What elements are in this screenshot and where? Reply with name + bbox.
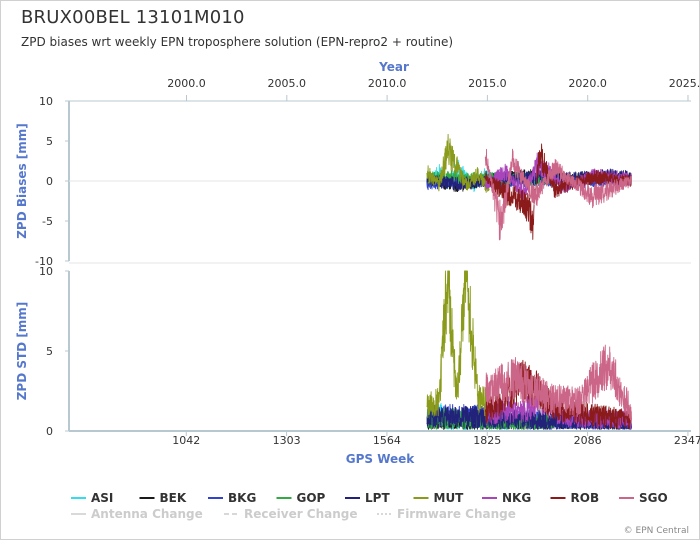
chart-subtitle: ZPD biases wrt weekly EPN troposphere so… bbox=[21, 35, 454, 49]
top-tick-label: 2015.0 bbox=[468, 77, 507, 90]
std-line-mut bbox=[426, 270, 490, 419]
y-tick-label-bias: 0 bbox=[46, 175, 53, 188]
x-axis-label: GPS Week bbox=[346, 452, 416, 466]
top-tick-label: 2010.0 bbox=[368, 77, 407, 90]
y-tick-label-bias: 10 bbox=[39, 95, 53, 108]
legend-label-rob: ROB bbox=[571, 491, 600, 505]
top-tick-label: 2025.0 bbox=[669, 77, 700, 90]
x-tick-label: 1564 bbox=[373, 434, 401, 447]
x-tick-label: 2086 bbox=[574, 434, 602, 447]
std-line-sgo bbox=[484, 344, 632, 424]
top-tick-label: 2020.0 bbox=[568, 77, 607, 90]
legend-change-label: Firmware Change bbox=[397, 507, 516, 521]
x-tick-label: 1303 bbox=[273, 434, 301, 447]
y-tick-label-bias: 5 bbox=[46, 135, 53, 148]
legend-label-lpt: LPT bbox=[365, 491, 390, 505]
y-tick-label-std: 5 bbox=[46, 345, 53, 358]
std-line-nkg bbox=[484, 383, 632, 430]
x-tick-label: 1825 bbox=[473, 434, 501, 447]
legend-change-label: Antenna Change bbox=[91, 507, 203, 521]
x-tick-label: 1042 bbox=[172, 434, 200, 447]
legend-change-label: Receiver Change bbox=[244, 507, 358, 521]
y-axis-label-bias: ZPD Biases [mm] bbox=[15, 123, 29, 239]
y-tick-label-std: 10 bbox=[39, 265, 53, 278]
top-axis-label: Year bbox=[378, 60, 409, 74]
x-tick-label: 2347 bbox=[674, 434, 700, 447]
bias-line-mut bbox=[426, 133, 490, 193]
y-tick-label-bias: -10 bbox=[35, 255, 53, 268]
credit-text: © EPN Central bbox=[623, 526, 689, 536]
bias-line-rob bbox=[484, 143, 632, 240]
legend-label-nkg: NKG bbox=[502, 491, 531, 505]
top-tick-label: 2000.0 bbox=[167, 77, 206, 90]
top-tick-label: 2005.0 bbox=[268, 77, 307, 90]
chart-title: BRUX00BEL 13101M010 bbox=[21, 7, 245, 28]
legend-label-bkg: BKG bbox=[228, 491, 256, 505]
legend-label-bek: BEK bbox=[160, 491, 187, 505]
y-axis-label-std: ZPD STD [mm] bbox=[15, 302, 29, 401]
legend-label-asi: ASI bbox=[91, 491, 113, 505]
legend-label-sgo: SGO bbox=[639, 491, 668, 505]
legend-label-gop: GOP bbox=[297, 491, 326, 505]
y-tick-label-std: 0 bbox=[46, 425, 53, 438]
y-tick-label-bias: -5 bbox=[42, 215, 53, 228]
bias-line-sgo bbox=[484, 148, 632, 241]
legend-label-mut: MUT bbox=[434, 491, 465, 505]
